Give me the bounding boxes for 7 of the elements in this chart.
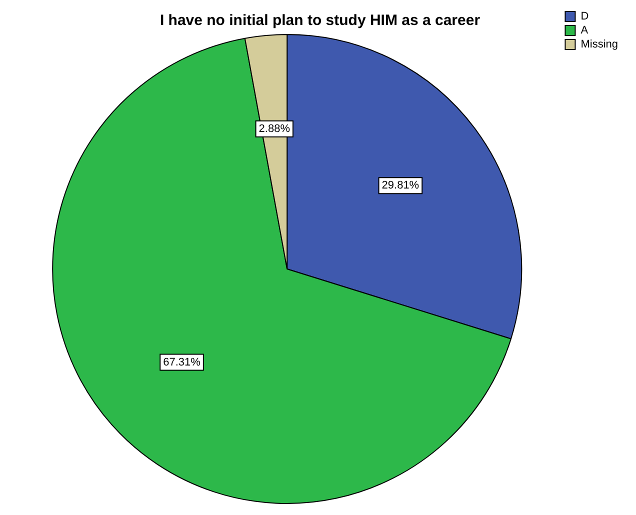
legend-label: D: [580, 10, 589, 23]
chart-title: I have no initial plan to study HIM as a career: [160, 12, 480, 30]
legend-label: Missing: [580, 38, 618, 51]
data-label: 29.81%: [382, 180, 420, 192]
data-label: 67.31%: [163, 356, 201, 368]
data-label: 2.88%: [258, 122, 290, 135]
legend-label: A: [580, 24, 589, 37]
